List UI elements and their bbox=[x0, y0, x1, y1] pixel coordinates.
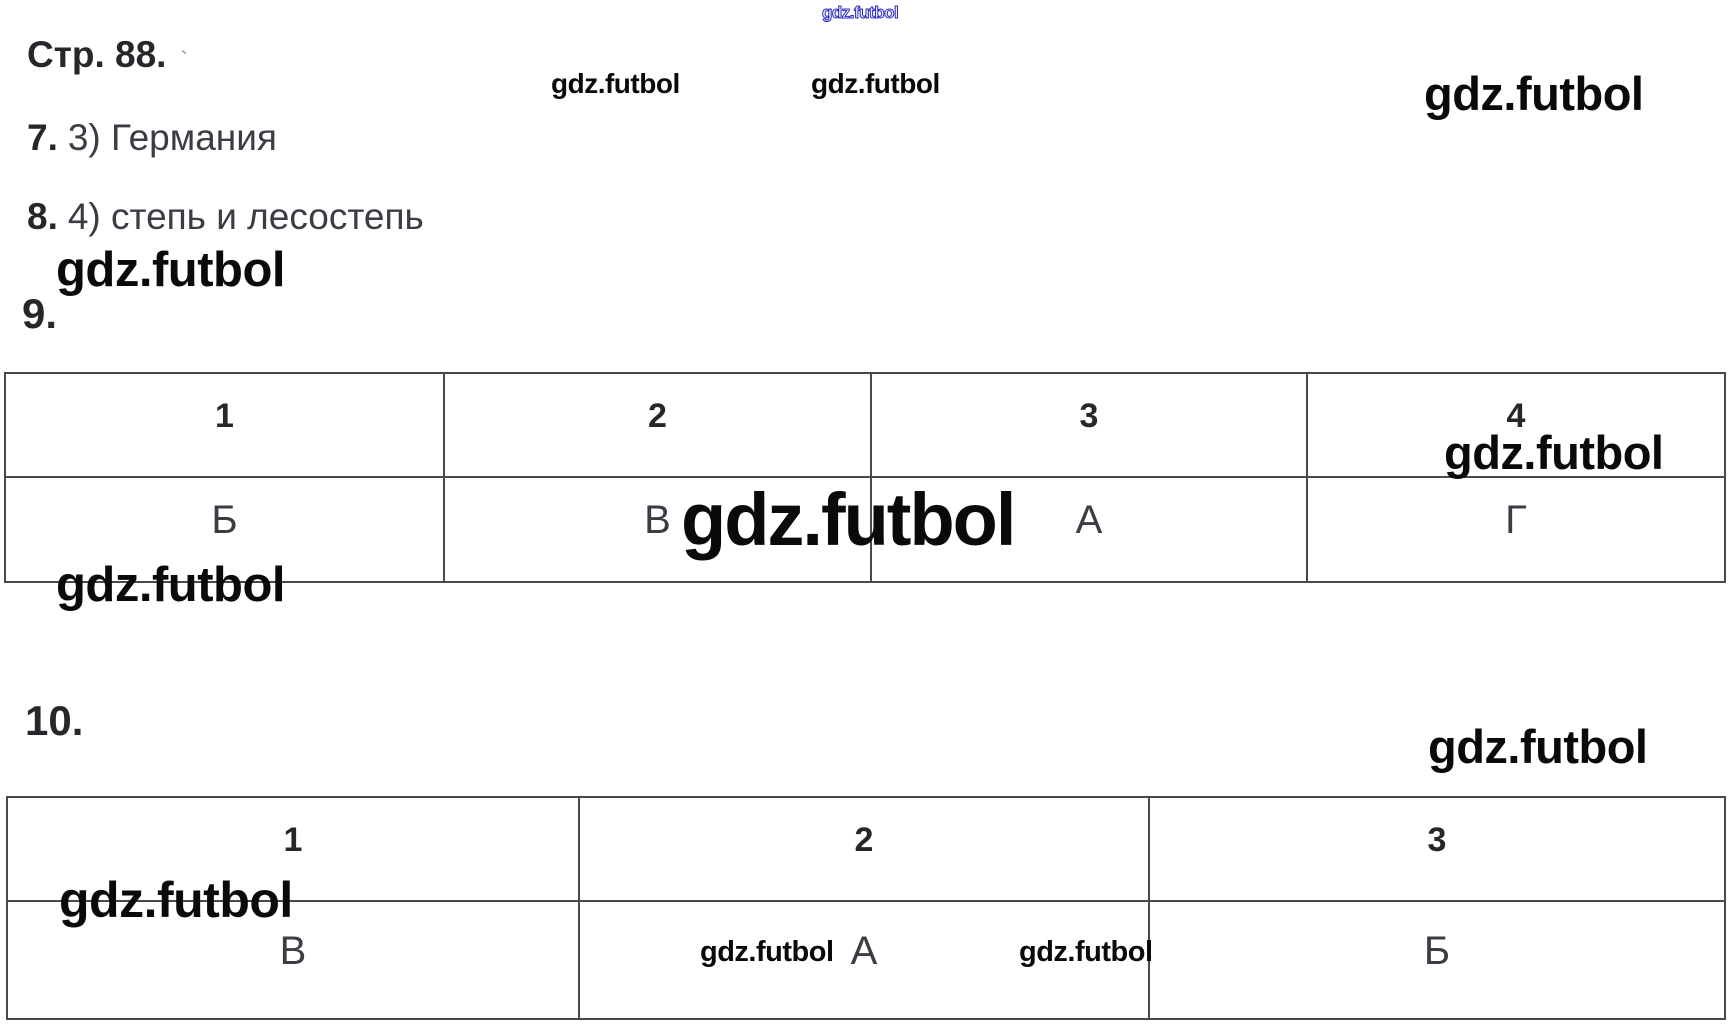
table-9-value-4: Г bbox=[1505, 498, 1527, 542]
task-10-answer-table: 1 2 3 В А Б bbox=[6, 796, 1726, 1020]
table-10-header-3: 3 bbox=[1150, 798, 1724, 902]
page-title: Стр. 88. ` bbox=[27, 36, 188, 73]
watermark-table-10-cell-2-left: gdz.futbol bbox=[700, 936, 834, 968]
watermark-table-10-cell-2-right: gdz.futbol bbox=[1019, 936, 1153, 968]
watermark-item-9: gdz.futbol bbox=[56, 243, 286, 297]
table-9-value-3: А bbox=[872, 478, 1308, 581]
table-10-value-1: В bbox=[8, 902, 580, 1018]
task-9-number: 9. bbox=[22, 290, 58, 337]
task-8-answer: 4) степь и лесостепь bbox=[67, 196, 424, 237]
table-9-value-1: Б bbox=[6, 478, 445, 581]
watermark-table-9-center-large: gdz.futbol bbox=[681, 478, 1016, 561]
table-9-header-3: 3 bbox=[872, 374, 1308, 478]
table-10-header-1: 1 bbox=[8, 798, 580, 902]
watermark-upper-left: gdz.futbol bbox=[551, 68, 680, 99]
page-title-mark: ` bbox=[180, 47, 188, 72]
watermark-top-center: gdz.futbol bbox=[821, 3, 899, 22]
watermark-table-10-left: gdz.futbol bbox=[59, 872, 293, 928]
table-10-value-3: Б bbox=[1423, 928, 1451, 973]
task-8: 8. 4) степь и лесостепь bbox=[27, 198, 424, 235]
task-8-number: 8. bbox=[27, 196, 58, 237]
table-10-value-2: А bbox=[580, 902, 1150, 1018]
task-7-answer: 3) Германия bbox=[67, 117, 277, 158]
task-7: 7. 3) Германия bbox=[27, 119, 277, 156]
watermark-table-9-cell-4: gdz.futbol bbox=[1444, 426, 1664, 479]
watermark-below-table-9: gdz.futbol bbox=[56, 558, 286, 612]
task-9-answer-table: 1 2 3 4 Б В А Г bbox=[4, 372, 1726, 583]
watermark-upper-middle: gdz.futbol bbox=[811, 68, 940, 99]
table-9-header-4: 4 bbox=[1308, 374, 1724, 478]
task-10-number: 10. bbox=[25, 697, 84, 744]
task-7-number: 7. bbox=[27, 117, 58, 158]
page-title-text: Стр. 88. bbox=[27, 34, 167, 75]
table-9-header-1: 1 bbox=[6, 374, 445, 478]
watermark-above-table-10: gdz.futbol bbox=[1428, 720, 1648, 773]
table-9-header-2: 2 bbox=[445, 374, 872, 478]
table-9-value-2: В bbox=[445, 478, 872, 581]
table-10-header-2: 2 bbox=[580, 798, 1150, 902]
watermark-top-right: gdz.futbol bbox=[1424, 67, 1644, 120]
